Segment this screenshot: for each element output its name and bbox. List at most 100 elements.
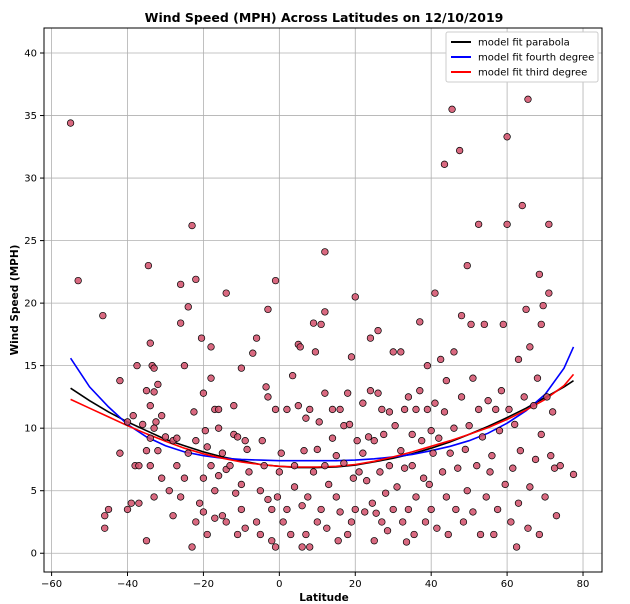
data-point bbox=[378, 405, 386, 414]
data-point bbox=[169, 512, 177, 520]
data-point bbox=[456, 146, 464, 155]
data-point bbox=[537, 430, 545, 439]
x-tick-label: −60 bbox=[41, 579, 62, 590]
data-point bbox=[313, 445, 321, 454]
data-point bbox=[452, 505, 460, 514]
x-tick-label: 80 bbox=[577, 579, 590, 590]
data-point bbox=[486, 468, 494, 476]
data-point bbox=[275, 468, 283, 476]
data-point bbox=[233, 530, 242, 539]
legend-box bbox=[445, 31, 599, 83]
data-point bbox=[493, 505, 502, 514]
data-point bbox=[442, 493, 451, 501]
data-point bbox=[437, 355, 445, 364]
data-point bbox=[448, 105, 456, 113]
data-point bbox=[199, 474, 208, 482]
data-point bbox=[457, 393, 466, 401]
data-point bbox=[313, 518, 321, 526]
data-point bbox=[177, 493, 185, 501]
data-point bbox=[535, 530, 544, 539]
data-point bbox=[146, 339, 154, 347]
data-point bbox=[321, 308, 329, 316]
data-point bbox=[484, 397, 492, 405]
y-tick-label: 10 bbox=[24, 424, 37, 435]
data-point bbox=[288, 372, 297, 380]
data-point bbox=[150, 388, 158, 396]
data-point bbox=[408, 462, 416, 470]
data-point bbox=[344, 389, 352, 397]
data-point bbox=[473, 462, 481, 470]
data-point bbox=[328, 405, 337, 414]
data-point bbox=[283, 505, 291, 514]
data-point bbox=[245, 468, 253, 476]
data-point bbox=[433, 524, 441, 532]
data-point bbox=[349, 474, 358, 482]
data-point bbox=[518, 201, 526, 210]
data-point bbox=[287, 530, 295, 539]
data-point bbox=[241, 524, 249, 532]
data-point bbox=[397, 348, 405, 356]
data-point bbox=[192, 518, 200, 526]
data-point bbox=[264, 495, 272, 504]
legend: model fit parabola model fit fourth degre… bbox=[445, 31, 599, 83]
data-point bbox=[66, 119, 75, 127]
data-point bbox=[383, 527, 392, 535]
data-point bbox=[207, 343, 215, 351]
x-axis-label: Latitude bbox=[299, 592, 349, 604]
data-point bbox=[457, 311, 466, 320]
data-point bbox=[298, 502, 306, 510]
data-point bbox=[351, 505, 359, 514]
data-point bbox=[370, 437, 378, 445]
data-point bbox=[549, 408, 557, 416]
data-point bbox=[321, 462, 329, 470]
data-point bbox=[150, 493, 158, 501]
data-point bbox=[195, 499, 204, 507]
y-tick-label: 35 bbox=[24, 111, 37, 122]
data-point bbox=[304, 493, 312, 501]
data-point bbox=[211, 514, 219, 522]
data-point bbox=[463, 487, 471, 495]
data-point bbox=[146, 402, 154, 410]
data-point bbox=[505, 405, 513, 414]
data-point bbox=[345, 420, 354, 429]
data-point bbox=[431, 399, 439, 407]
data-point bbox=[150, 424, 158, 432]
data-point bbox=[509, 464, 517, 472]
data-point bbox=[101, 512, 109, 520]
data-point bbox=[290, 462, 299, 470]
x-tick-label: 40 bbox=[425, 579, 438, 590]
data-point bbox=[421, 518, 430, 526]
data-point bbox=[569, 470, 578, 479]
data-point bbox=[161, 433, 170, 441]
data-point bbox=[376, 468, 384, 476]
data-point bbox=[252, 334, 261, 342]
data-point bbox=[501, 480, 509, 489]
data-point bbox=[389, 348, 397, 356]
data-point bbox=[180, 474, 189, 482]
data-point bbox=[336, 508, 344, 516]
data-point bbox=[359, 449, 367, 457]
data-point bbox=[135, 499, 143, 507]
data-point bbox=[507, 518, 515, 526]
data-point bbox=[490, 530, 498, 539]
data-point bbox=[336, 405, 344, 414]
data-point bbox=[465, 422, 473, 430]
data-point bbox=[177, 319, 185, 327]
data-point bbox=[199, 508, 208, 516]
data-point bbox=[165, 487, 173, 495]
data-point bbox=[271, 405, 280, 414]
data-point bbox=[123, 505, 132, 514]
data-point bbox=[438, 468, 447, 476]
data-point bbox=[533, 374, 542, 382]
data-point bbox=[207, 374, 215, 382]
data-point bbox=[264, 305, 272, 314]
data-point bbox=[531, 455, 540, 464]
data-point bbox=[535, 270, 544, 279]
data-point bbox=[214, 472, 223, 480]
data-point bbox=[184, 449, 192, 457]
data-point bbox=[423, 362, 432, 370]
data-point bbox=[256, 530, 265, 539]
y-axis-ticks: 0 5 10 15 20 25 30 35 40 bbox=[24, 49, 44, 560]
data-point bbox=[177, 280, 185, 289]
